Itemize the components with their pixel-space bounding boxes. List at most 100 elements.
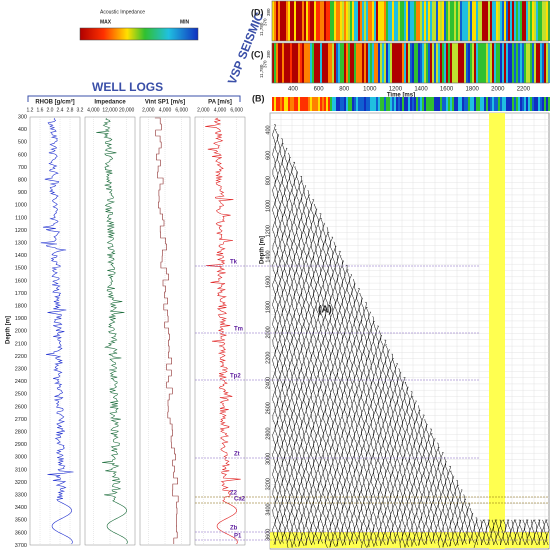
vsp-trace: [420, 414, 425, 546]
strip-cell: [536, 97, 539, 111]
vsp-trace: [298, 176, 303, 547]
depth-tick: 2900: [15, 442, 27, 448]
strip-cell: [354, 97, 357, 111]
seismic-stripe: [386, 43, 389, 83]
seismic-stripe: [436, 43, 439, 83]
vsp-label: (A): [318, 305, 332, 316]
colorbar-min: MIN: [180, 19, 190, 25]
seismic-stripe: [480, 1, 483, 41]
depth-tick: 400: [18, 127, 27, 133]
strip-cell: [546, 97, 549, 111]
vsp-trace: [459, 489, 464, 545]
vsp-depth-tick: 2800: [265, 427, 271, 439]
seismic-stripe: [368, 1, 371, 41]
log-curve: [205, 117, 241, 545]
seismic-stripe: [294, 1, 297, 41]
seismic-stripe: [496, 43, 499, 83]
seismic-stripe: [296, 43, 299, 83]
seismic-stripe: [370, 1, 373, 41]
vsp-trace: [363, 302, 368, 548]
vsp-depth-tick: 800: [265, 176, 271, 185]
strip-cell: [322, 97, 325, 111]
depth-tick: 1400: [15, 253, 27, 259]
track-title: Vint SP1 [m/s]: [145, 100, 185, 106]
strip-cell: [304, 97, 307, 111]
vsp-trace: [372, 321, 377, 547]
strip-cell: [360, 97, 363, 111]
seismic-stripe: [442, 43, 445, 83]
depth-tick: 1800: [15, 303, 27, 309]
seismic-stripe: [538, 1, 541, 41]
seismic-stripe: [330, 43, 333, 83]
seismic-stripe: [342, 1, 345, 41]
seismic-stripe: [488, 43, 491, 83]
depth-tick: 1500: [15, 266, 27, 272]
track-tick: 20,000: [119, 107, 135, 113]
seismic-stripe: [300, 43, 303, 83]
strip-cell: [416, 97, 419, 111]
seismic-stripe: [290, 43, 293, 83]
seismic-stripe: [368, 43, 371, 83]
seismic-stripe: [350, 1, 353, 41]
seismic-stripe: [272, 43, 275, 83]
strip-cell: [372, 97, 375, 111]
time-tick: 800: [339, 87, 350, 93]
strip-label: (B): [252, 93, 265, 103]
seismic-stripe: [296, 1, 299, 41]
seismic-stripe: [540, 43, 543, 83]
strip-cell: [292, 97, 295, 111]
seismic-stripe: [326, 1, 329, 41]
seismic-stripe: [304, 1, 307, 41]
horizon-label: Tk: [230, 260, 238, 266]
vsp-depth-tick: 1400: [265, 250, 271, 262]
vsp-trace: [531, 519, 536, 546]
strip-cell: [544, 97, 547, 111]
seismic-stripe: [398, 43, 401, 83]
strip-cell: [286, 97, 289, 111]
strip-cell: [540, 97, 543, 111]
seismic-stripe: [508, 1, 511, 41]
vsp-trace: [324, 227, 329, 548]
horizon-label: Ca2: [234, 497, 246, 503]
seismic-stripe: [322, 1, 325, 41]
strip-cell: [392, 97, 395, 111]
depth-tick: 1700: [15, 291, 27, 297]
depth-tick: 3100: [15, 467, 27, 473]
depth-tick: 600: [18, 152, 27, 158]
seismic-stripe: [274, 1, 277, 41]
vsp-trace: [334, 246, 339, 547]
seismic-stripe: [502, 43, 505, 83]
vsp-trace: [425, 424, 430, 545]
seismic-stripe: [364, 1, 367, 41]
seismic-stripe: [362, 43, 365, 83]
bracket: [27, 95, 241, 102]
seismic-stripe: [418, 43, 421, 83]
seismic-stripe: [372, 43, 375, 83]
vsp-trace: [305, 190, 310, 546]
strip-cell: [434, 97, 437, 111]
strip-cell: [526, 97, 529, 111]
strip-cell: [316, 97, 319, 111]
seismic-stripe: [282, 43, 285, 83]
seismic-stripe: [414, 43, 417, 83]
colorbar-title: Acoustic Impedance: [100, 9, 145, 15]
strip-cell: [476, 97, 479, 111]
vsp-depth-tick: 2600: [265, 402, 271, 414]
seismic-stripe: [412, 1, 415, 41]
vsp-trace: [413, 400, 418, 547]
strip-cell: [326, 97, 329, 111]
strip-cell: [280, 97, 283, 111]
strip-cell: [296, 97, 299, 111]
vsp-trace: [538, 519, 542, 546]
depth-tick: 2500: [15, 392, 27, 398]
seismic-stripe: [288, 43, 291, 83]
seismic-stripe: [478, 43, 481, 83]
seismic-stripe: [464, 43, 467, 83]
seismic-stripe: [476, 1, 479, 41]
seismic-stripe: [344, 43, 347, 83]
vsp-trace: [293, 166, 298, 547]
strip-cell: [548, 97, 550, 111]
vsp-depth-tick: 3000: [265, 453, 271, 465]
vsp-trace: [317, 213, 322, 544]
seismic-stripe: [432, 43, 435, 83]
